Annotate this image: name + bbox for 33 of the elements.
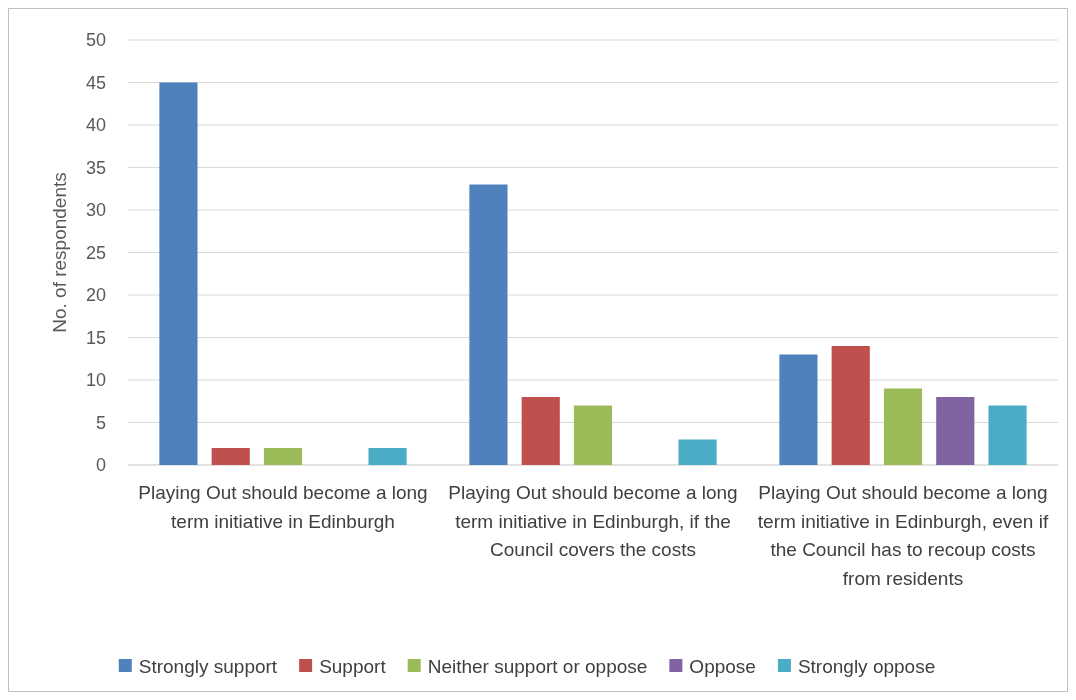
- legend-label: Strongly support: [138, 655, 278, 677]
- y-tick-label: 30: [85, 200, 106, 221]
- x-tick-label: Playing Out should become a long term initiative in Edinburgh: [138, 482, 428, 532]
- x-tick-label: Playing Out should become a long term initiative in Edinburgh, if the Council covers the costs: [448, 482, 738, 560]
- bar: [521, 397, 560, 465]
- bar: [159, 82, 198, 465]
- bar: [779, 354, 818, 465]
- legend-label: Strongly oppose: [797, 655, 936, 677]
- y-tick-label: 20: [85, 285, 106, 306]
- bar: [883, 388, 923, 465]
- legend-label: Support: [319, 655, 387, 677]
- y-tick-label: 45: [85, 72, 106, 93]
- bar: [988, 405, 1027, 465]
- y-axis-title: No. of respondents: [49, 172, 70, 333]
- bar: [831, 346, 870, 465]
- bar: [936, 397, 975, 465]
- y-tick-label: 10: [85, 370, 106, 391]
- bar: [469, 184, 508, 465]
- y-tick-label: 50: [85, 30, 106, 51]
- legend-label: Oppose: [689, 655, 756, 677]
- bar: [368, 448, 407, 465]
- bar: [573, 405, 613, 465]
- y-tick-label: 5: [95, 412, 106, 433]
- y-tick-label: 35: [85, 157, 106, 178]
- y-tick-label: 25: [85, 242, 106, 263]
- y-tick-label: 0: [95, 455, 106, 476]
- legend-label: Neither support or oppose: [427, 655, 648, 677]
- y-tick-label: 40: [85, 115, 106, 136]
- bar: [678, 439, 717, 465]
- y-tick-label: 15: [85, 327, 106, 348]
- bar: [263, 448, 303, 465]
- bar: [211, 448, 250, 465]
- x-tick-label: Playing Out should become a long term initiative in Edinburgh, even if the Council has to recoup costs from residents: [757, 482, 1049, 589]
